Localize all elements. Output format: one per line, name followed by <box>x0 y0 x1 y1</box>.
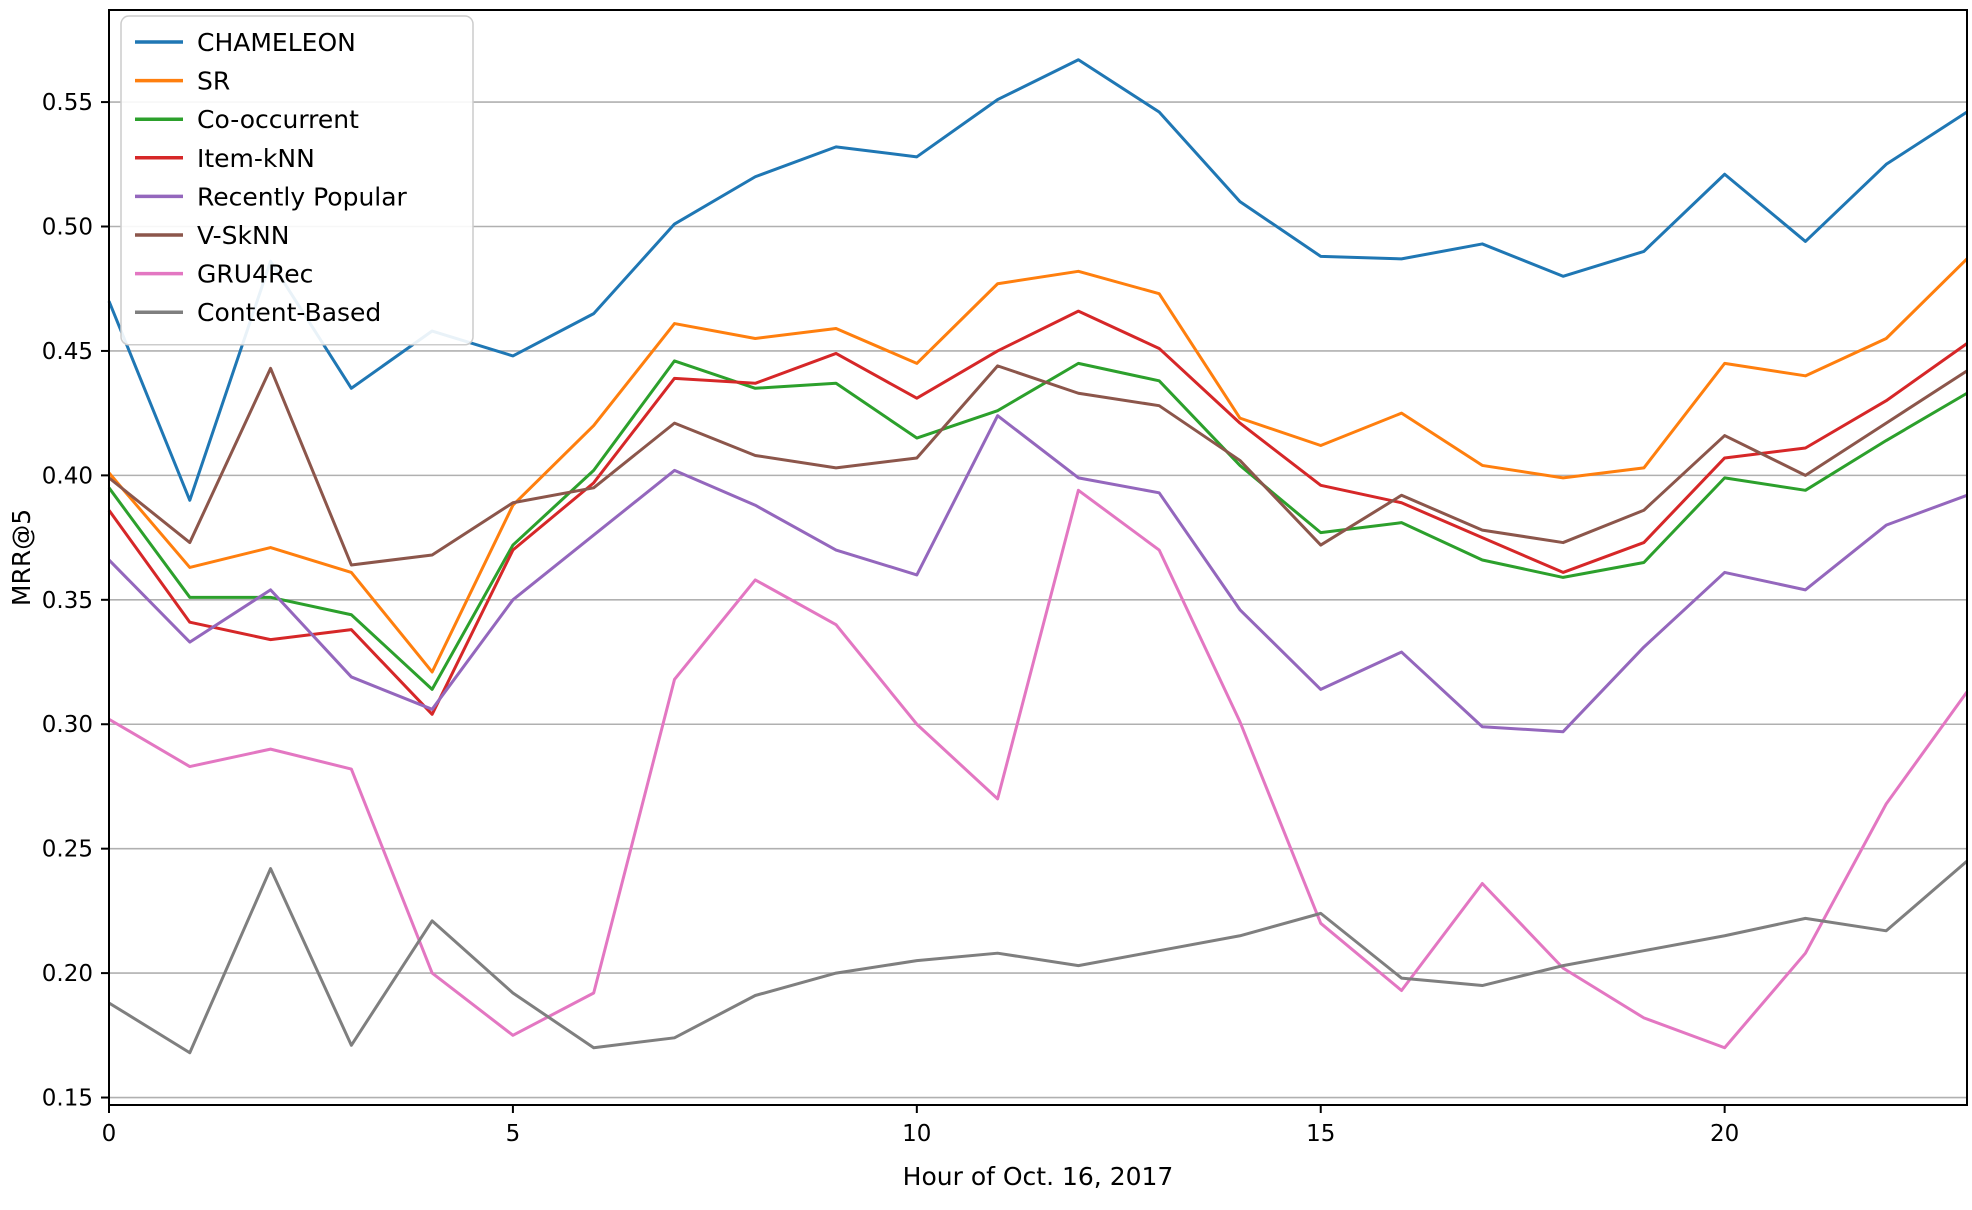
y-tick-label: 0.40 <box>42 463 93 489</box>
legend-item: V-SkNN <box>135 221 289 250</box>
legend-item: Recently Popular <box>135 182 408 211</box>
legend: CHAMELEON SR Co-occurrent Item-kNN Recently … <box>120 15 474 346</box>
plot-border <box>108 9 1968 1106</box>
legend-item: Co-occurrent <box>135 105 359 134</box>
y-tick-label: 0.45 <box>42 339 93 365</box>
x-tick-label: 15 <box>1306 1121 1335 1147</box>
legend-label: Co-occurrent <box>197 105 359 134</box>
legend-item: SR <box>135 67 230 96</box>
series-line-co-occurrent <box>107 359 1968 691</box>
series-line-content-based <box>108 859 1968 1055</box>
y-tick-label: 0.20 <box>42 961 93 987</box>
series-line-sr <box>107 257 1969 674</box>
x-tick-label: 20 <box>1710 1121 1739 1147</box>
legend-label: V-SkNN <box>197 221 289 250</box>
gridlines <box>109 101 1967 1099</box>
series-lines <box>107 58 1969 1055</box>
y-tick-label: 0.35 <box>42 588 93 614</box>
series-line-item-knn <box>107 309 1968 716</box>
legend-label: Item-kNN <box>197 144 315 173</box>
y-tick-label: 0.30 <box>42 712 93 738</box>
y-tick-label: 0.50 <box>42 215 93 241</box>
legend-label: Content-Based <box>197 298 381 327</box>
y-tick-label: 0.55 <box>42 90 93 116</box>
legend-item: CHAMELEON <box>135 28 356 57</box>
series-line-recently-popular <box>107 414 1968 734</box>
series-line-v-sknn <box>108 364 1968 567</box>
axes <box>108 9 1968 1106</box>
legend-box <box>120 15 474 346</box>
y-tick-label: 0.15 <box>42 1086 93 1112</box>
x-tick-label: 10 <box>902 1121 931 1147</box>
legend-label: Recently Popular <box>197 182 408 211</box>
tick-marks-and-labels: 0 5 10 15 20 0.15 0.20 0.25 0.30 0.35 0.40 0.45 0.50… <box>42 90 1740 1147</box>
legend-label: GRU4Rec <box>197 260 313 289</box>
x-tick-label: 5 <box>506 1121 521 1147</box>
x-tick-label: 0 <box>102 1121 117 1147</box>
legend-item: Content-Based <box>135 298 381 327</box>
x-axis-label: Hour of Oct. 16, 2017 <box>903 1162 1174 1191</box>
legend-label: CHAMELEON <box>197 28 356 57</box>
y-tick-label: 0.25 <box>42 837 93 863</box>
series-line-gru4rec <box>108 488 1969 1050</box>
y-axis-label: MRR@5 <box>7 509 36 606</box>
legend-label: SR <box>197 67 230 96</box>
legend-item: Item-kNN <box>135 144 315 173</box>
legend-item: GRU4Rec <box>135 260 313 289</box>
